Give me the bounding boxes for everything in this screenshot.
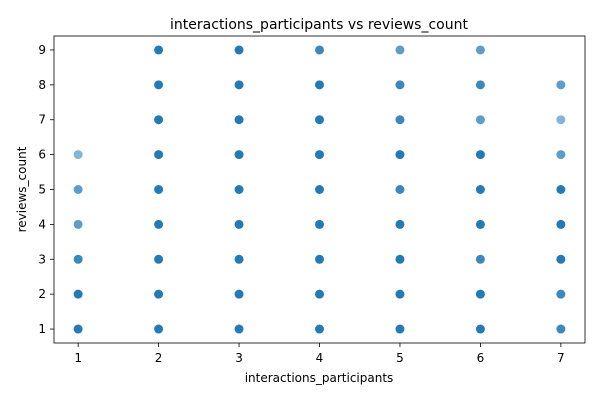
plot-frame bbox=[53, 35, 586, 344]
scatter-point bbox=[395, 324, 405, 334]
y-tick-label: 5 bbox=[38, 183, 46, 197]
scatter-point bbox=[154, 185, 164, 194]
y-tick-label: 1 bbox=[38, 322, 46, 336]
scatter-point bbox=[73, 219, 83, 229]
scatter-point bbox=[556, 324, 566, 334]
y-tick-label: 7 bbox=[38, 113, 46, 127]
y-tick-label: 8 bbox=[38, 78, 46, 92]
scatter-point bbox=[154, 254, 164, 264]
y-tick-label: 6 bbox=[38, 148, 46, 162]
scatter-point bbox=[234, 45, 244, 55]
scatter-point bbox=[475, 324, 485, 334]
scatter-point bbox=[556, 115, 566, 125]
scatter-point bbox=[475, 80, 485, 90]
scatter-point bbox=[556, 185, 566, 194]
scatter-point bbox=[73, 185, 83, 194]
x-tick-label: 6 bbox=[477, 351, 485, 365]
scatter-point bbox=[475, 115, 485, 125]
x-tick-label: 1 bbox=[74, 351, 82, 365]
x-axis-ticks: 1 2 3 4 5 6 7 bbox=[74, 343, 565, 365]
x-tick-label: 5 bbox=[396, 351, 404, 365]
y-tick-label: 3 bbox=[38, 252, 46, 266]
x-tick-label: 2 bbox=[155, 351, 163, 365]
points-layer bbox=[73, 45, 566, 334]
x-tick-label: 3 bbox=[235, 351, 243, 365]
scatter-point bbox=[315, 45, 324, 55]
scatter-point bbox=[315, 289, 324, 299]
scatter-point bbox=[556, 254, 566, 264]
scatter-point bbox=[315, 324, 324, 334]
scatter-point bbox=[395, 45, 405, 55]
scatter-point bbox=[395, 254, 405, 264]
scatter-point bbox=[556, 219, 566, 229]
scatter-point bbox=[154, 80, 164, 90]
scatter-point bbox=[234, 115, 244, 125]
scatter-point bbox=[154, 289, 164, 299]
scatter-point bbox=[315, 150, 324, 160]
scatter-point bbox=[234, 219, 244, 229]
scatter-point bbox=[73, 254, 83, 264]
x-tick-label: 7 bbox=[557, 351, 565, 365]
y-axis-ticks: 1 2 3 4 5 6 7 8 9 bbox=[38, 43, 54, 336]
scatter-point bbox=[315, 115, 324, 125]
scatter-point bbox=[556, 289, 566, 299]
x-tick-label: 4 bbox=[316, 351, 324, 365]
scatter-point bbox=[395, 80, 405, 90]
scatter-point bbox=[475, 289, 485, 299]
scatter-point bbox=[315, 254, 324, 264]
scatter-point bbox=[395, 150, 405, 160]
scatter-point bbox=[73, 324, 83, 334]
scatter-point bbox=[154, 324, 164, 334]
scatter-point bbox=[315, 185, 324, 194]
scatter-point bbox=[154, 219, 164, 229]
scatter-point bbox=[395, 185, 405, 194]
scatter-point bbox=[234, 80, 244, 90]
chart-title: interactions_participants vs reviews_cou… bbox=[170, 17, 468, 33]
scatter-point bbox=[315, 219, 324, 229]
scatter-point bbox=[475, 185, 485, 194]
scatter-point bbox=[475, 219, 485, 229]
scatter-point bbox=[556, 150, 566, 160]
scatter-point bbox=[234, 150, 244, 160]
scatter-point bbox=[395, 219, 405, 229]
y-axis-title: reviews_count bbox=[15, 146, 29, 232]
scatter-point bbox=[154, 115, 164, 125]
scatter-point bbox=[395, 115, 405, 125]
scatter-point bbox=[395, 289, 405, 299]
scatter-point bbox=[234, 324, 244, 334]
scatter-point bbox=[475, 45, 485, 55]
scatter-point bbox=[234, 185, 244, 194]
scatter-point bbox=[73, 150, 83, 160]
scatter-point bbox=[234, 289, 244, 299]
scatter-point bbox=[73, 289, 83, 299]
scatter-point bbox=[234, 254, 244, 264]
scatter-point bbox=[154, 45, 164, 55]
y-tick-label: 2 bbox=[38, 287, 46, 301]
scatter-point bbox=[475, 150, 485, 160]
scatter-point bbox=[475, 254, 485, 264]
y-tick-label: 4 bbox=[38, 217, 46, 231]
scatter-point bbox=[556, 80, 566, 90]
scatter-point bbox=[154, 150, 164, 160]
scatter-point bbox=[315, 80, 324, 90]
y-tick-label: 9 bbox=[38, 43, 46, 57]
x-axis-title: interactions_participants bbox=[245, 371, 394, 385]
